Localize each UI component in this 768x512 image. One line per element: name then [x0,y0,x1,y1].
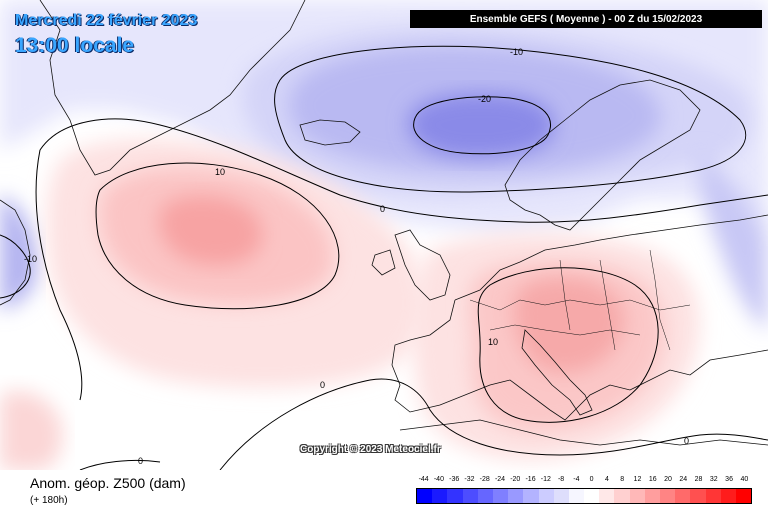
scale-swatch [584,489,600,503]
contour-label: 0 [380,204,385,214]
contour-label: -20 [478,94,491,104]
variable-title: Anom. géop. Z500 (dam) [30,475,186,491]
contour-label: 10 [215,167,225,177]
scale-swatch [644,489,660,503]
scale-swatch [477,489,493,503]
scale-swatch [629,489,645,503]
scale-swatch [614,489,630,503]
british-isles-coast [371,229,451,301]
scale-swatch [523,489,539,503]
contour-label: 0 [684,436,689,446]
contour-zero-southwest [79,459,161,470]
scale-tick-label: -32 [464,476,475,483]
contour-labels: -10 -20 10 0 -10 10 0 0 0 [24,47,689,466]
scale-swatch [462,489,478,503]
scale-tick-label: 24 [679,476,688,483]
scale-swatch [417,489,433,503]
model-run-banner: Ensemble GEFS ( Moyenne ) - 00 Z du 15/0… [410,10,762,28]
negative-anomaly-west [0,195,39,310]
scale-tick-label: -44 [418,476,429,483]
scale-tick-label: 28 [694,476,703,483]
scale-tick-label: 32 [709,476,718,483]
scale-swatch [492,489,509,503]
anomaly-map: -10 -20 10 0 -10 10 0 0 0 [0,0,768,470]
contour-label: 10 [488,337,498,347]
scale-tick-label: -24 [494,476,506,483]
scale-tick-label: 4 [604,476,609,483]
anomaly-shading [0,0,768,470]
scale-tick-label: -36 [449,476,460,483]
scale-swatch [553,489,569,503]
scale-swatch [508,489,524,503]
contour-plus10-europe [477,267,659,423]
coastlines [0,0,768,446]
scale-tick-label: 20 [664,476,672,483]
scale-tick-label: 36 [725,476,733,483]
scandinavia-coast [504,79,701,231]
scale-swatch [705,489,721,503]
contour-zero-main [35,118,768,401]
scale-swatch [735,489,752,503]
scale-tick-label: -40 [433,476,444,483]
scale-swatch [432,489,448,503]
country-borders [469,249,691,351]
forecast-date: Mercredi 22 février 2023 [15,12,198,29]
greenland-coast [39,0,306,176]
scale-tick-label: -8 [557,476,565,483]
scale-color-swatches [416,488,752,504]
iceland-coast [299,119,361,146]
scale-tick-label: -12 [540,476,551,483]
italy-coast [521,329,593,416]
contour-minus10-west [0,234,31,299]
forecast-local-time: 13:00 locale [15,34,135,57]
lead-time: (+ 180h) [30,495,68,506]
scale-swatch [568,489,585,503]
scale-swatch [675,489,691,503]
positive-anomaly-atlantic-core [158,195,263,266]
contour-minus20-north [413,96,551,155]
scale-tick-label: 12 [633,476,642,483]
scale-swatch [447,489,463,503]
scale-tick-label: -16 [525,476,536,483]
scale-swatch [690,489,706,503]
contour-zero-south [219,378,768,470]
scale-swatch [599,489,615,503]
scale-swatch [538,489,554,503]
scale-tick-label: -4 [573,476,580,483]
scale-tick-label: 16 [648,476,657,483]
contour-minus10-north [274,45,747,193]
contour-plus10-atlantic [95,162,340,310]
color-scale-legend: -44 -40 -36 -32 -28 -24 -20 -16 -12 -8 -4 0 4 8 12 16 20… [416,476,752,508]
scale-tick-labels: -44 -40 -36 -32 -28 -24 -20 -16 -12 -8 -4 0 4 8 12 16 20… [416,476,752,488]
negative-anomaly-east [698,150,768,330]
contour-label: 0 [138,456,143,466]
europe-coast [391,214,768,421]
positive-anomaly-europe-core [513,277,624,373]
copyright-notice: Copyright © 2023 Meteociel.fr [300,444,441,455]
north-america-coast [0,199,31,306]
contour-label: -10 [24,254,37,264]
scale-tick-label: -20 [510,476,521,483]
scale-tick-label: 40 [740,476,749,483]
scale-tick-label: 0 [589,476,594,483]
contour-lines [0,45,768,470]
scale-swatch [720,489,736,503]
scale-tick-label: -28 [479,476,490,483]
north-africa-coast [399,419,768,446]
scale-tick-label: 8 [620,476,625,483]
contour-label: -10 [510,47,523,57]
scale-swatch [660,489,676,503]
positive-anomaly-southwest [0,391,63,470]
map-panel: -10 -20 10 0 -10 10 0 0 0 Mercredi 22 fé… [0,0,768,470]
contour-label: 0 [320,380,325,390]
footer: Anom. géop. Z500 (dam) (+ 180h) -44 -40 -3… [0,470,768,512]
negative-anomaly-core-20 [408,93,555,158]
